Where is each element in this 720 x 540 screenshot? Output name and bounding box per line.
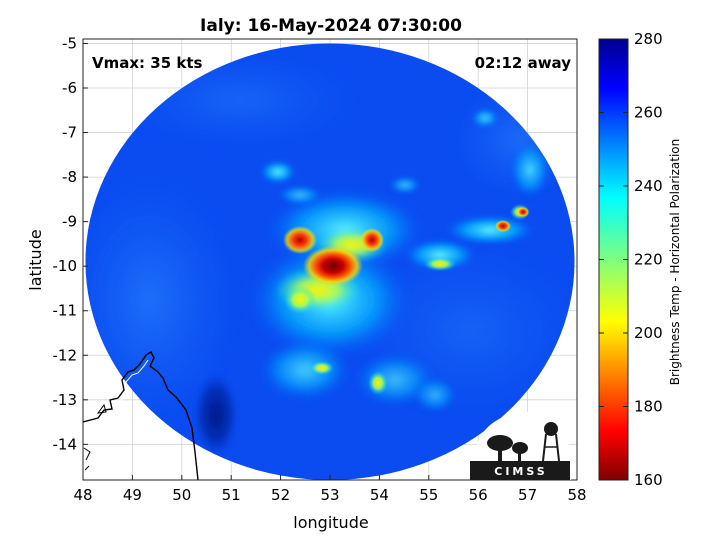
colorbar: 160 180 200 220 240 260 280 Brightness Temp - … [598,30,682,489]
y-tick-label: -8 [62,168,77,186]
colorbar-tick-label: 220 [634,251,663,269]
x-tick-label: 57 [518,486,537,504]
time-offset-annotation: 02:12 away [475,54,572,72]
x-tick-label: 54 [370,486,389,504]
coastline [83,351,199,480]
y-tick-label: -6 [62,79,77,97]
colorbar-tick-label: 200 [634,324,663,342]
x-tick-label: 51 [222,486,241,504]
x-tick-label: 49 [123,486,142,504]
colorbar-label: Brightness Temp - Horizontal Polarizatio… [668,139,682,386]
axis-ticks: 48 49 50 51 52 53 54 55 56 57 58 -5 -6 -7 -8 -9 -10 -11 -1… [53,34,587,504]
plot-area [83,39,577,480]
x-tick-label: 48 [73,486,92,504]
y-tick-label: -5 [62,34,77,52]
colorbar-ticks: 160 180 200 220 240 260 280 [599,30,663,489]
y-tick-label: -10 [53,257,78,275]
colorbar-tick-label: 280 [634,30,663,48]
colorbar-tick-label: 260 [634,104,663,122]
y-tick-label: -7 [62,124,77,142]
x-tick-label: 58 [567,486,586,504]
x-tick-label: 55 [419,486,438,504]
y-tick-label: -12 [53,346,78,364]
logo-text: CIMSS [494,465,547,478]
x-tick-label: 56 [469,486,488,504]
chart-title: Ialy: 16-May-2024 07:30:00 [200,16,462,36]
colorbar-tick-label: 240 [634,177,663,195]
y-tick-label: -14 [53,435,78,453]
vmax-annotation: Vmax: 35 kts [92,54,202,72]
y-tick-label: -11 [53,302,78,320]
cimss-logo: CIMSS [470,411,571,480]
x-axis-label: longitude [293,513,368,532]
y-axis-label: latitude [26,229,45,290]
colorbar-tick-label: 160 [634,471,663,489]
x-tick-label: 53 [320,486,339,504]
y-tick-label: -9 [62,213,77,231]
colorbar-tick-label: 180 [634,398,663,416]
x-tick-label: 52 [271,486,290,504]
y-tick-label: -13 [53,391,78,409]
x-tick-label: 50 [172,486,191,504]
